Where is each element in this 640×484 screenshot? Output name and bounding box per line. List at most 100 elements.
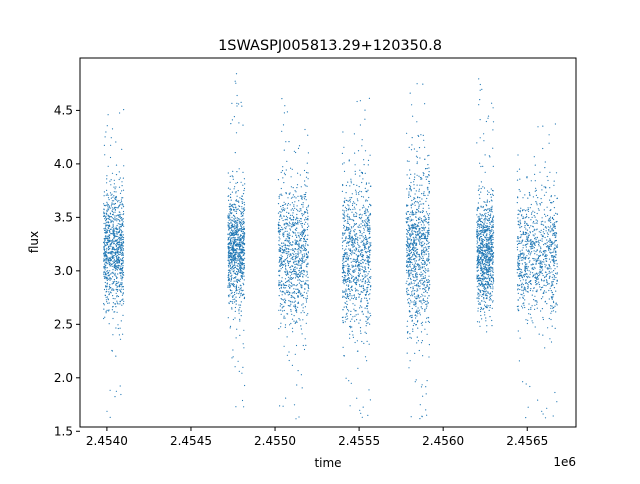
data-point (491, 319, 493, 322)
data-point (118, 214, 120, 216)
data-point (366, 208, 368, 211)
data-point (416, 290, 418, 292)
data-point (422, 203, 424, 205)
data-point (364, 187, 366, 189)
data-point (240, 210, 242, 213)
data-point (232, 176, 234, 178)
data-point (240, 257, 242, 259)
data-point (406, 211, 408, 213)
data-point (103, 204, 105, 206)
data-point (121, 190, 123, 192)
data-point (280, 211, 282, 213)
data-point (103, 260, 105, 262)
data-point (355, 211, 357, 214)
data-point (405, 217, 407, 219)
data-point (418, 190, 420, 192)
data-point (227, 269, 230, 271)
data-point (306, 263, 308, 265)
data-point (114, 272, 116, 274)
data-point (235, 252, 237, 254)
data-point (422, 83, 424, 85)
data-point (228, 284, 230, 286)
data-point (406, 236, 408, 238)
data-point (302, 229, 304, 232)
data-point (299, 292, 301, 294)
data-point (227, 257, 229, 259)
data-point (487, 237, 489, 239)
data-point (295, 285, 297, 287)
data-point (342, 320, 344, 322)
data-point (409, 310, 411, 312)
data-point (369, 312, 371, 314)
data-point (103, 241, 105, 244)
data-point (234, 204, 237, 206)
data-point (301, 254, 303, 256)
data-point (286, 260, 288, 262)
data-point (408, 282, 410, 284)
data-point (342, 214, 345, 216)
data-point (419, 300, 421, 302)
data-point (232, 267, 234, 270)
data-point (293, 315, 295, 317)
data-point (295, 310, 297, 312)
data-point (280, 322, 282, 324)
data-point (358, 249, 360, 251)
data-point (304, 306, 306, 308)
data-point (482, 284, 484, 286)
data-point (119, 252, 121, 254)
data-point (228, 216, 230, 218)
data-point (479, 197, 481, 199)
data-point (349, 405, 351, 407)
data-point (298, 279, 301, 281)
data-point (351, 289, 353, 291)
data-point (227, 217, 229, 219)
data-point (277, 179, 279, 181)
data-point (345, 281, 347, 283)
data-point (357, 272, 360, 274)
data-point (410, 239, 412, 241)
data-point (420, 342, 423, 344)
data-point (122, 271, 124, 273)
data-point (414, 270, 416, 272)
data-point (116, 218, 118, 220)
data-point (305, 275, 307, 277)
data-point (284, 259, 286, 261)
data-point (103, 258, 105, 260)
data-point (344, 225, 346, 227)
data-point (300, 292, 302, 294)
data-point (486, 199, 488, 201)
data-point (243, 236, 245, 238)
data-point (367, 206, 370, 208)
data-point (358, 269, 360, 271)
data-point (106, 221, 108, 223)
data-point (355, 235, 357, 237)
data-point (424, 277, 426, 279)
data-point (117, 249, 119, 251)
data-point (348, 380, 350, 382)
data-point (238, 304, 240, 306)
data-point (233, 267, 235, 269)
data-point (307, 251, 309, 253)
data-point (284, 227, 286, 229)
data-point (231, 292, 233, 294)
data-point (428, 213, 431, 215)
data-point (482, 280, 484, 282)
data-point (293, 270, 295, 272)
data-point (425, 168, 427, 170)
data-point (283, 149, 285, 151)
data-point (415, 260, 418, 262)
data-point (359, 190, 361, 192)
data-point (358, 261, 360, 263)
data-point (420, 271, 422, 273)
data-point (294, 272, 296, 275)
data-point (425, 253, 427, 255)
data-point (238, 236, 240, 238)
data-point (281, 98, 283, 100)
data-point (302, 319, 304, 321)
data-point (356, 260, 358, 263)
data-point (122, 298, 124, 300)
data-point (343, 279, 345, 281)
data-point (117, 214, 119, 216)
data-point (427, 302, 429, 304)
data-point (427, 221, 430, 224)
